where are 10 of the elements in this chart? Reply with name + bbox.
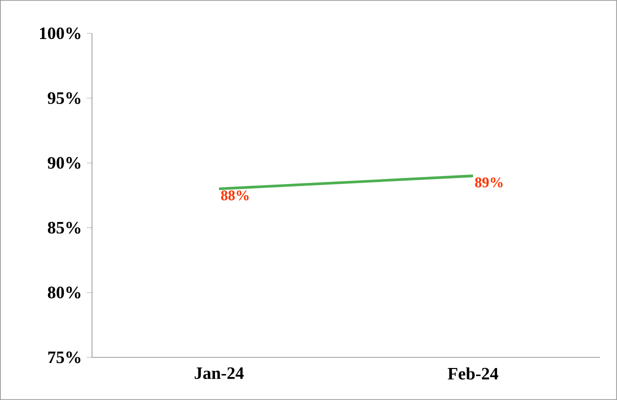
x-tick-label: Jan-24 bbox=[194, 367, 244, 380]
y-tick-label: 100% bbox=[40, 27, 80, 40]
x-tick-label: Feb-24 bbox=[448, 367, 498, 380]
data-label: 88% bbox=[221, 190, 249, 200]
data-label: 89% bbox=[475, 178, 503, 188]
y-tick-label: 75% bbox=[48, 351, 80, 364]
y-tick-label: 80% bbox=[48, 286, 80, 298]
y-tick-label: 85% bbox=[48, 222, 80, 234]
y-tick-label: 90% bbox=[48, 157, 80, 169]
y-tick-label: 95% bbox=[48, 92, 80, 104]
